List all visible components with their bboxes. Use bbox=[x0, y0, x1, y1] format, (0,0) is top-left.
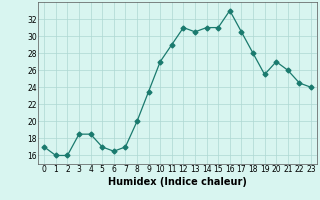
X-axis label: Humidex (Indice chaleur): Humidex (Indice chaleur) bbox=[108, 177, 247, 187]
